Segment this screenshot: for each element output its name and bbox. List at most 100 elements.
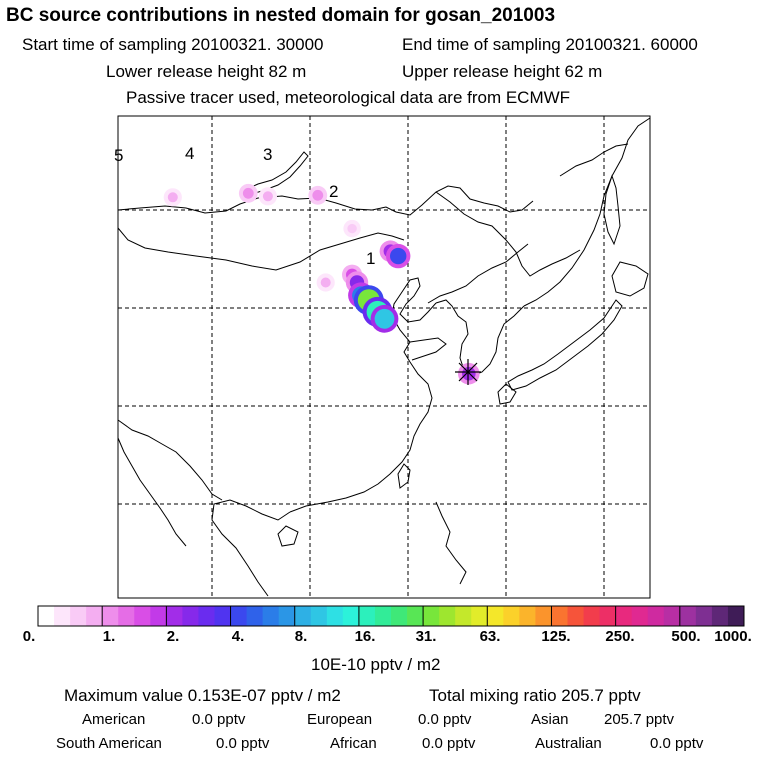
coast-taiwan (397, 463, 411, 489)
colorbar-swatch (679, 606, 697, 626)
colorbar-swatch (118, 606, 135, 626)
colorbar-swatch (134, 606, 151, 626)
border-china-korea (427, 243, 529, 304)
colorbar-swatch (358, 606, 376, 626)
colorbar-swatch (374, 606, 392, 626)
border-south-asia (117, 419, 223, 501)
plume-cell (462, 366, 476, 381)
border-amur (435, 191, 581, 277)
colorbar-swatch (567, 606, 584, 626)
coast-shandong (409, 337, 447, 361)
colorbar-tick-0: 0. (22, 628, 36, 645)
coast-indochina (211, 499, 291, 597)
coast-philippines (435, 501, 467, 585)
american-label: American (82, 711, 146, 728)
south-american-value: 0.0 pptv (216, 735, 270, 752)
colorbar-swatch (647, 606, 665, 626)
coast-japan-kyushu (497, 383, 517, 405)
grid-layer (118, 116, 650, 598)
total-mixing-label: Total mixing ratio 205.7 pptv (429, 686, 641, 705)
colorbar-swatch (54, 606, 71, 626)
australian-label: Australian (535, 735, 602, 752)
colorbar-tick-2: 2. (166, 628, 180, 645)
plume-cell (347, 223, 357, 234)
south-american-label: South American (56, 735, 162, 752)
colorbar-frame (37, 605, 745, 627)
colorbar-swatch (631, 606, 649, 626)
colorbar-swatch (150, 606, 167, 626)
colorbar-swatch (166, 606, 183, 626)
colorbar-tick-6: 31. (415, 628, 437, 645)
coast-hainan (277, 525, 299, 547)
colorbar-swatch (262, 606, 280, 626)
colorbar-swatch (391, 606, 408, 626)
colorbar-swatch (663, 606, 681, 626)
coast-russia-far-east (523, 117, 651, 307)
colorbar (37, 605, 745, 627)
european-label: European (307, 711, 373, 728)
plume-cell (242, 187, 254, 199)
colorbar-swatch (599, 606, 617, 626)
plume-cell (312, 189, 324, 201)
colorbar-swatch (455, 606, 472, 626)
colorbar-swatch (439, 606, 456, 626)
colorbar-swatch (471, 606, 488, 626)
coast-sakhalin (603, 174, 621, 246)
coast-bay-bengal (117, 437, 187, 547)
tracer-info-label: Passive tracer used, meteorological data… (126, 88, 571, 107)
map-frame (117, 115, 651, 599)
colorbar-unit: 10E-10 pptv / m2 (311, 655, 441, 674)
coast-korea (435, 299, 525, 377)
colorbar-swatch (695, 606, 713, 626)
end-time-label: End time of sampling 20100321. 60000 (402, 35, 698, 54)
coastline-layer (117, 117, 651, 597)
european-value: 0.0 pptv (418, 711, 472, 728)
colorbar-swatch (246, 606, 264, 626)
asian-value: 205.7 pptv (604, 711, 675, 728)
plume-cell (320, 277, 331, 288)
coast-china (289, 277, 437, 513)
colorbar-tick-5: 16. (354, 628, 376, 645)
receptor-star-icon (455, 359, 481, 385)
colorbar-swatch (102, 606, 119, 626)
start-time-label: Start time of sampling 20100321. 30000 (22, 35, 324, 54)
contour-label-3: 3 (263, 145, 272, 164)
colorbar-tick-8: 125. (541, 628, 571, 645)
colorbar-swatch (326, 606, 344, 626)
colorbar-swatch (86, 606, 103, 626)
plume-cell (374, 308, 395, 329)
colorbar-swatch (214, 606, 231, 626)
plume-cell (262, 191, 273, 202)
colorbar-swatch (551, 606, 568, 626)
colorbar-swatch (423, 606, 440, 626)
coast-japan-honshu (507, 299, 623, 391)
colorbar-swatch (711, 606, 729, 626)
asian-label: Asian (531, 711, 569, 728)
contour-label-4: 4 (185, 144, 194, 163)
contour-label-2: 2 (329, 182, 338, 201)
colorbar-tick-9: 250. (605, 628, 635, 645)
colorbar-swatch (294, 606, 312, 626)
colorbar-swatch (278, 606, 296, 626)
colorbar-swatch (535, 606, 552, 626)
colorbar-tick-10: 500. (671, 628, 701, 645)
border-mongolia-china (117, 227, 405, 271)
colorbar-swatch (70, 606, 87, 626)
colorbar-swatch (182, 606, 199, 626)
coast-okhotsk (559, 143, 629, 177)
african-value: 0.0 pptv (422, 735, 476, 752)
colorbar-swatch (198, 606, 215, 626)
colorbar-swatch (503, 606, 520, 626)
australian-value: 0.0 pptv (650, 735, 704, 752)
chart-title: BC source contributions in nested domain… (6, 5, 556, 26)
colorbar-swatch (310, 606, 328, 626)
colorbar-swatch (487, 606, 504, 626)
lower-release-label: Lower release height 82 m (106, 62, 307, 81)
colorbar-swatch (230, 606, 247, 626)
colorbar-tick-11: 1000. (714, 628, 752, 645)
max-value-label: Maximum value 0.153E-07 pptv / m2 (64, 686, 341, 705)
colorbar-tick-3: 4. (231, 628, 245, 645)
colorbar-swatch (583, 606, 600, 626)
coast-japan-hokkaido (611, 261, 649, 297)
